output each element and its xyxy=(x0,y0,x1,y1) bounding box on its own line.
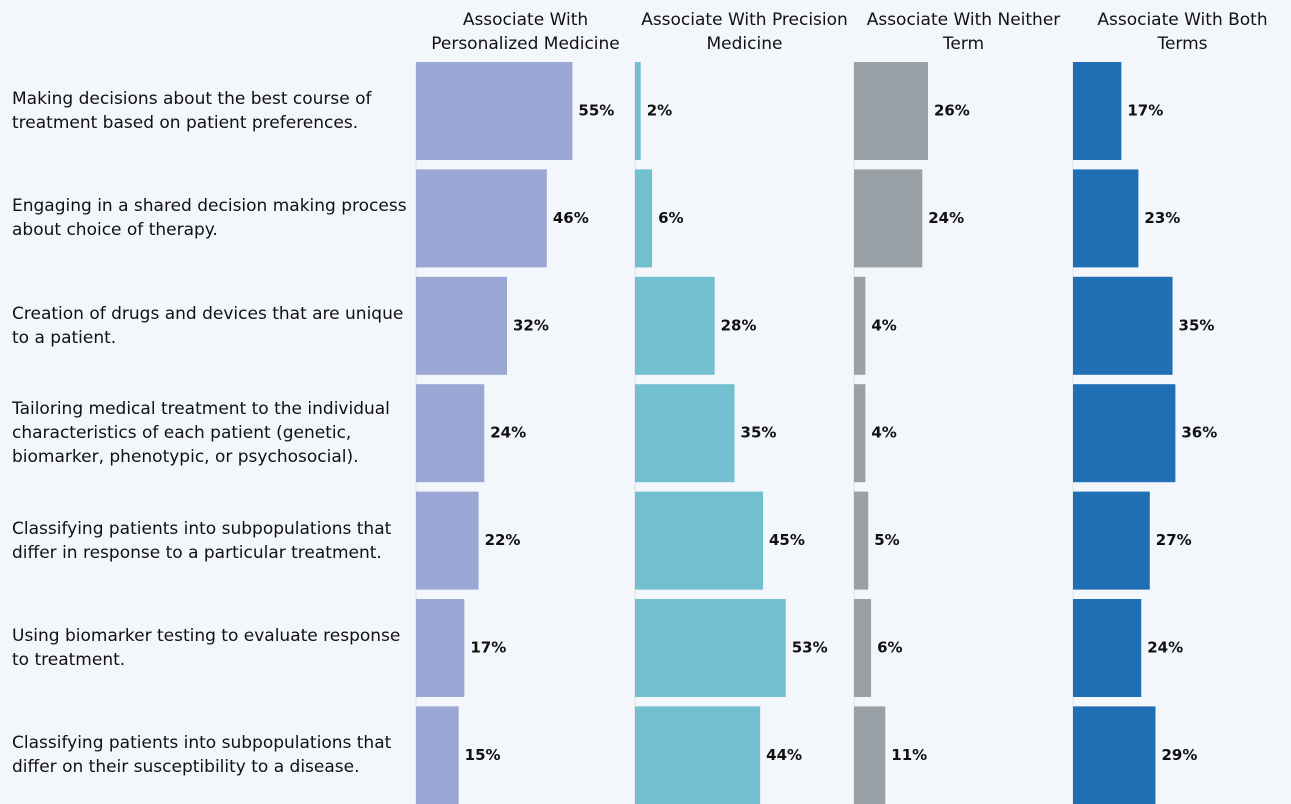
value-label: 24% xyxy=(928,209,964,227)
value-label: 24% xyxy=(1147,639,1183,657)
category-label-text: Engaging in a shared decision making pro… xyxy=(12,196,407,241)
bar xyxy=(1073,706,1156,804)
column-header: Associate With Neither Term xyxy=(853,8,1075,56)
bar xyxy=(416,706,459,804)
bar xyxy=(854,491,869,590)
bar xyxy=(635,706,761,804)
bar xyxy=(1073,62,1122,160)
value-label: 55% xyxy=(578,102,614,120)
category-label: Using biomarker testing to evaluate resp… xyxy=(12,599,414,697)
column-header: Associate With Precision Medicine xyxy=(634,8,856,56)
category-label-text: Creation of drugs and devices that are u… xyxy=(12,303,404,348)
bar xyxy=(854,599,872,697)
bar xyxy=(635,491,763,590)
bar xyxy=(416,276,508,375)
value-label: 28% xyxy=(721,316,757,334)
value-label: 53% xyxy=(792,639,828,657)
category-label-text: Using biomarker testing to evaluate resp… xyxy=(12,626,401,670)
category-label: Tailoring medical treatment to the indiv… xyxy=(12,384,414,482)
value-label: 6% xyxy=(877,639,902,657)
value-label: 4% xyxy=(871,316,896,334)
bar xyxy=(1073,276,1173,375)
bar xyxy=(854,706,886,804)
bar xyxy=(854,62,928,160)
value-label: 36% xyxy=(1181,424,1217,442)
category-label: Engaging in a shared decision making pro… xyxy=(12,169,414,267)
bar xyxy=(416,62,573,160)
category-label-text: Making decisions about the best course o… xyxy=(12,89,372,133)
value-label: 35% xyxy=(741,424,777,442)
value-label: 4% xyxy=(871,424,896,442)
bar xyxy=(1073,599,1142,697)
value-label: 35% xyxy=(1179,316,1215,334)
bar xyxy=(416,599,465,697)
column-header-text: Associate With Personalized Medicine xyxy=(431,10,620,54)
bar xyxy=(635,276,715,375)
value-label: 46% xyxy=(553,209,589,227)
bar xyxy=(635,62,641,160)
bar xyxy=(854,169,923,268)
bar xyxy=(854,276,866,375)
value-label: 24% xyxy=(490,424,526,442)
category-label: Classifying patients into subpopulations… xyxy=(12,492,414,590)
column-header: Associate With Personalized Medicine xyxy=(415,8,637,56)
value-label: 32% xyxy=(513,316,549,334)
bar xyxy=(635,384,735,483)
bar xyxy=(1073,384,1176,483)
category-label-text: Classifying patients into subpopulations… xyxy=(12,733,392,778)
bar xyxy=(854,384,866,483)
value-label: 17% xyxy=(470,639,506,657)
value-label: 5% xyxy=(874,531,899,549)
value-label: 6% xyxy=(658,209,683,227)
value-label: 2% xyxy=(647,102,672,120)
value-label: 26% xyxy=(934,102,970,120)
bar xyxy=(416,169,547,268)
bar xyxy=(416,384,485,483)
column-header-text: Associate With Neither Term xyxy=(866,10,1061,54)
category-label: Classifying patients into subpopulations… xyxy=(12,706,414,804)
bar xyxy=(416,491,479,590)
category-label-text: Classifying patients into subpopulations… xyxy=(12,518,392,563)
value-label: 23% xyxy=(1144,209,1180,227)
column-header: Associate With Both Terms xyxy=(1072,8,1291,56)
value-label: 27% xyxy=(1156,531,1192,549)
category-label: Making decisions about the best course o… xyxy=(12,62,414,160)
value-label: 17% xyxy=(1127,102,1163,120)
value-label: 11% xyxy=(891,746,927,764)
value-label: 44% xyxy=(766,746,802,764)
value-label: 29% xyxy=(1161,746,1197,764)
category-label-text: Tailoring medical treatment to the indiv… xyxy=(12,399,390,468)
column-header-text: Associate With Both Terms xyxy=(1097,10,1268,54)
bar xyxy=(635,599,786,697)
category-label: Creation of drugs and devices that are u… xyxy=(12,277,414,375)
bar xyxy=(635,169,653,268)
bar xyxy=(1073,169,1139,268)
column-header-text: Associate With Precision Medicine xyxy=(641,10,848,54)
bar xyxy=(1073,491,1150,590)
value-label: 15% xyxy=(465,746,501,764)
value-label: 22% xyxy=(485,531,521,549)
value-label: 45% xyxy=(769,531,805,549)
